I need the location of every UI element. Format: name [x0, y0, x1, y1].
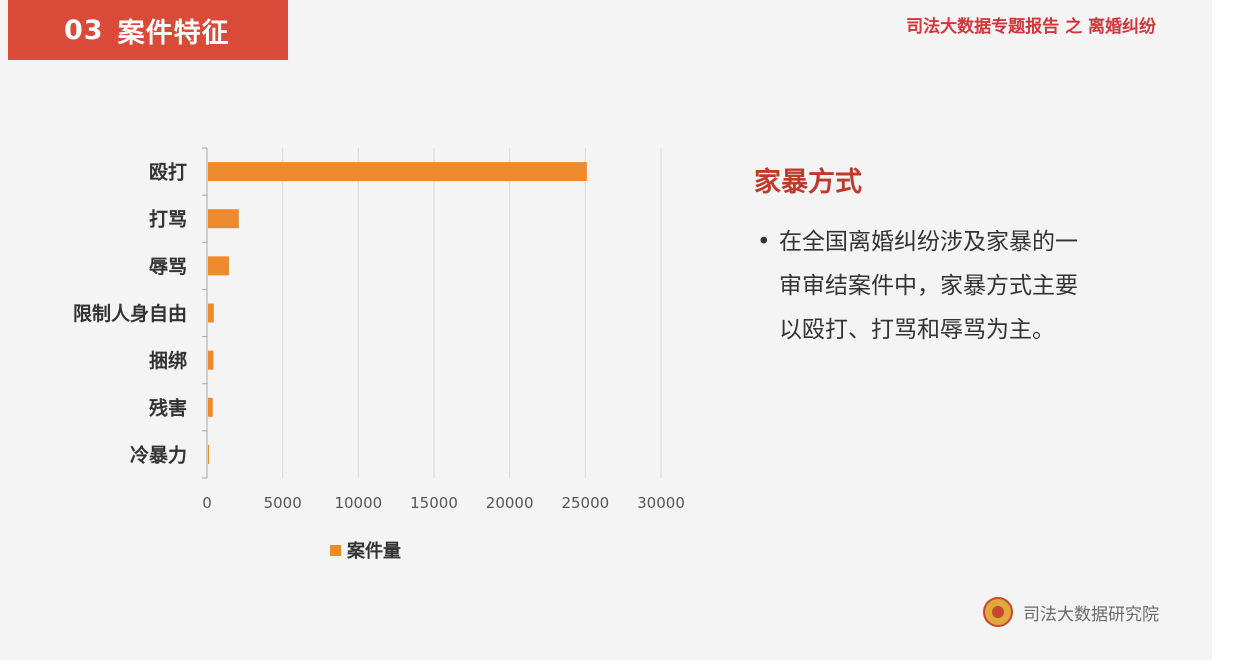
category-label: 捆绑: [149, 349, 187, 372]
bar: [208, 162, 587, 182]
category-label: 冷暴力: [130, 443, 187, 466]
category-label: 殴打: [149, 161, 187, 184]
category-label: 打骂: [149, 208, 187, 231]
bar: [208, 397, 213, 417]
x-tick-label: 15000: [410, 494, 458, 512]
info-body: • 在全国离婚纠纷涉及家暴的一审审结案件中，家暴方式主要以殴打、打骂和辱骂为主。: [757, 220, 1087, 352]
bar: [208, 256, 229, 276]
x-tick-label: 5000: [264, 494, 302, 512]
bar-chart: 0 5000 10000 15000 20000 25000 30000 殴打打骂辱骂限制人身…: [20, 130, 720, 590]
info-text: 在全国离婚纠纷涉及家暴的一审审结案件中，家暴方式主要以殴打、打骂和辱骂为主。: [779, 229, 1078, 343]
bar: [208, 444, 209, 464]
legend-swatch: [330, 544, 341, 556]
section-number: 03: [64, 14, 104, 46]
x-tick-label: 30000: [637, 494, 685, 512]
slide: 03 案件特征 司法大数据专题报告 之 离婚纠纷 0 5000 10000 15000…: [0, 0, 1212, 660]
bar: [208, 209, 239, 229]
info-heading: 家暴方式: [754, 167, 862, 198]
org-name: 司法大数据研究院: [1023, 604, 1159, 625]
category-label: 残害: [149, 396, 187, 419]
court-emblem-icon: [983, 597, 1013, 627]
category-label: 辱骂: [149, 256, 187, 278]
x-tick-label: 0: [202, 494, 212, 512]
category-label: 限制人身自由: [73, 302, 187, 325]
chart-svg: 0 5000 10000 15000 20000 25000 30000 殴打打骂辱骂限制人身…: [73, 147, 685, 512]
section-title: 案件特征: [117, 17, 230, 49]
legend-label: 案件量: [347, 541, 401, 562]
bar: [208, 350, 214, 370]
x-tick-label: 10000: [334, 494, 382, 512]
section-banner: 03 案件特征: [8, 0, 288, 60]
bar: [208, 303, 214, 323]
footer-logo: 司法大数据研究院: [983, 597, 1159, 627]
x-tick-label: 25000: [561, 494, 609, 512]
report-title: 司法大数据专题报告 之 离婚纠纷: [906, 17, 1156, 37]
chart-legend: 案件量: [330, 537, 401, 563]
bullet-icon: •: [757, 229, 771, 255]
x-tick-label: 20000: [486, 494, 534, 512]
